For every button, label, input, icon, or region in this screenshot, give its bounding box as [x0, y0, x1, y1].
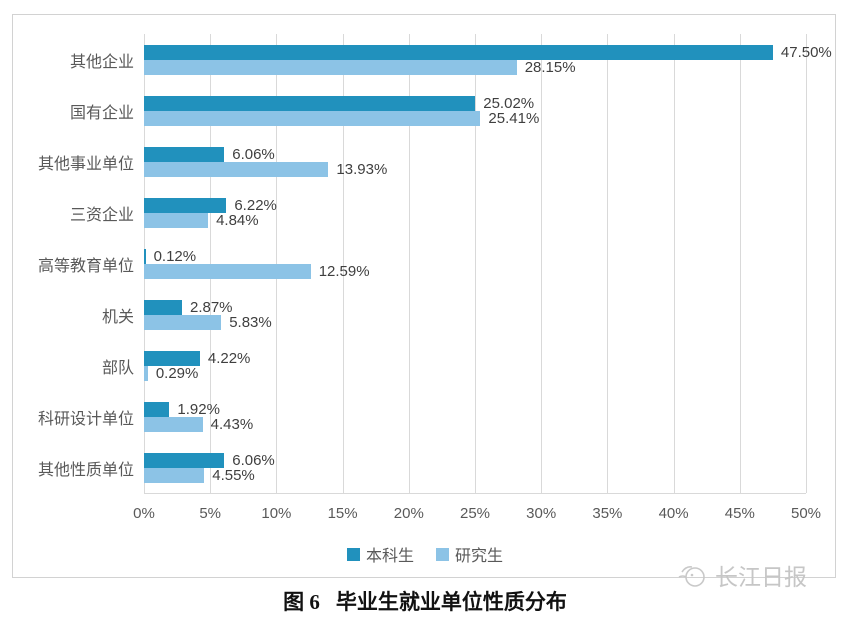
changjiang-daily-logo-icon — [678, 566, 705, 587]
bar-本科生-机关 — [144, 299, 182, 315]
bar-本科生-高等教育单位 — [144, 248, 146, 264]
bar-本科生-其他事业单位 — [144, 146, 225, 162]
gridline — [475, 34, 476, 493]
legend-item-undergraduate: 本科生 — [346, 542, 414, 566]
value-label: 1.92% — [177, 400, 220, 418]
value-label: 4.55% — [212, 466, 255, 484]
value-label: 0.12% — [153, 247, 197, 265]
x-tick-label: 15% — [327, 505, 358, 522]
bar-本科生-科研设计单位 — [144, 401, 170, 417]
bar-研究生-部队 — [144, 365, 148, 381]
value-label: 4.22% — [207, 349, 251, 367]
publisher-watermark: 长江日报 — [676, 556, 840, 594]
bar-研究生-其他企业 — [144, 59, 517, 75]
legend-label-graduate: 研究生 — [455, 548, 504, 565]
bar-研究生-国有企业 — [144, 110, 481, 126]
x-tick-label: 35% — [592, 505, 623, 522]
x-tick-label: 20% — [393, 505, 424, 522]
bar-本科生-其他企业 — [144, 44, 773, 60]
chart-legend: 本科生 研究生 — [13, 543, 837, 565]
value-label: 6.06% — [232, 145, 275, 163]
gridline — [739, 34, 741, 493]
bar-研究生-三资企业 — [144, 212, 209, 228]
category-label: 科研设计单位 — [37, 410, 134, 428]
gridline — [541, 34, 543, 493]
category-label: 高等教育单位 — [37, 257, 134, 275]
figure-number: 图 6 — [283, 590, 320, 614]
category-label: 其他企业 — [69, 53, 134, 71]
gridline — [607, 34, 609, 493]
value-label: 5.83% — [229, 313, 272, 331]
graduate-series-swatch-icon — [436, 547, 449, 561]
category-label: 三资企业 — [69, 206, 134, 224]
bar-研究生-其他事业单位 — [144, 161, 329, 177]
value-label: 4.43% — [210, 415, 254, 433]
value-label: 6.22% — [234, 196, 277, 214]
legend-item-graduate: 研究生 — [436, 542, 503, 566]
x-tick-label: 30% — [526, 505, 557, 522]
x-tick-label: 40% — [658, 505, 689, 522]
undergraduate-series-swatch-icon — [346, 547, 360, 561]
value-label: 13.93% — [336, 160, 388, 178]
value-label: 28.15% — [524, 58, 576, 76]
category-label: 机关 — [101, 308, 134, 326]
value-label: 12.59% — [318, 262, 370, 280]
x-tick-label: 25% — [459, 505, 491, 522]
figure-title: 毕业生就业单位性质分布 — [335, 590, 567, 614]
bar-研究生-其他性质单位 — [144, 467, 205, 483]
gridline — [408, 34, 410, 493]
figure-caption: 图 6 毕业生就业单位性质分布 — [0, 584, 850, 620]
value-label: 4.84% — [216, 211, 259, 229]
bar-研究生-机关 — [144, 314, 222, 330]
y-axis-category-labels: 其他企业国有企业其他事业单位三资企业高等教育单位机关部队科研设计单位 其他性质单位 — [13, 34, 134, 493]
category-label: 其他性质单位 — [37, 461, 134, 479]
value-label: 2.87% — [189, 298, 233, 316]
value-label: 25.41% — [488, 109, 540, 127]
bar-研究生-高等教育单位 — [144, 263, 311, 279]
bar-研究生-科研设计单位 — [144, 416, 203, 432]
category-label: 部队 — [101, 359, 134, 377]
x-axis-tick-labels: 0% 5% 10% 15% 20% 25% 30% 35% 40% 45% 50% — [133, 505, 821, 525]
category-label: 其他事业单位 — [37, 155, 134, 173]
bar-本科生-部队 — [144, 350, 200, 366]
legend-label-undergraduate: 本科生 — [365, 548, 414, 565]
value-label: 0.29% — [155, 364, 199, 382]
x-tick-label: 10% — [261, 505, 292, 522]
watermark-text: 长江日报 — [715, 564, 807, 590]
plot-area: 47.50% 25.02% 6.06% 6.22% 0.12% 2.87% 4.22% 1.9… — [144, 34, 832, 494]
x-tick-label: 5% — [199, 505, 222, 522]
x-tick-label: 0% — [133, 505, 155, 522]
x-tick-label: 50% — [790, 505, 822, 522]
category-label: 国有企业 — [69, 104, 134, 122]
gridline — [673, 34, 675, 493]
gridline — [342, 34, 344, 493]
value-label: 25.02% — [483, 94, 535, 112]
x-tick-label: 45% — [724, 505, 755, 522]
bar-本科生-三资企业 — [144, 197, 227, 213]
gridline — [806, 34, 807, 493]
bar-本科生-国有企业 — [144, 95, 476, 111]
value-label: 6.06% — [232, 451, 275, 469]
bar-本科生-其他性质单位 — [144, 452, 225, 468]
chart-frame: 其他企业国有企业其他事业单位三资企业高等教育单位机关部队科研设计单位 其他性质单位… — [12, 14, 836, 578]
value-label: 47.50% — [780, 43, 832, 61]
